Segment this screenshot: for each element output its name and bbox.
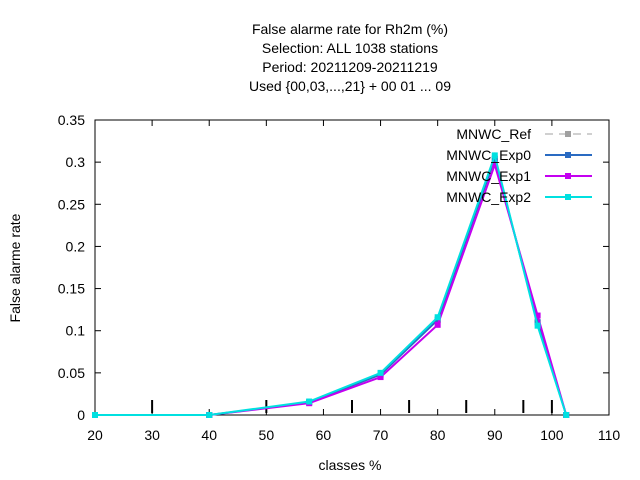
title-line: Used {00,03,...,21} + 00 01 ... 09 <box>249 78 451 94</box>
x-axis: 20 30 40 50 60 70 80 90 100 110 <box>87 120 620 443</box>
x-tick-label: 70 <box>373 427 389 443</box>
y-tick-label: 0.2 <box>66 238 86 254</box>
x-tick-label: 110 <box>598 427 621 443</box>
data-point <box>306 398 313 405</box>
data-point <box>377 369 384 376</box>
data-point <box>377 374 384 381</box>
class-markers <box>151 400 553 413</box>
y-tick-label: 0.35 <box>58 112 85 128</box>
legend-marker <box>565 173 571 179</box>
data-point <box>491 161 498 168</box>
y-tick-label: 0.25 <box>58 196 85 212</box>
y-axis: 0 0.05 0.1 0.15 0.2 0.25 0.3 0.35 <box>58 112 609 423</box>
y-tick-label: 0.1 <box>66 323 86 339</box>
x-tick-label: 90 <box>487 427 503 443</box>
y-axis-label: False alarme rate <box>7 213 23 322</box>
legend-label: MNWC_Exp2 <box>446 189 531 205</box>
data-point <box>563 412 570 418</box>
data-point <box>434 321 441 328</box>
legend-label: MNWC_Exp1 <box>446 168 531 184</box>
title-line: Period: 20211209-20211219 <box>262 59 438 75</box>
legend-marker <box>565 194 571 200</box>
legend-label: MNWC_Ref <box>456 126 531 142</box>
data-point <box>92 412 98 418</box>
x-tick-label: 40 <box>201 427 217 443</box>
y-tick-label: 0.15 <box>58 281 85 297</box>
chart-title: False alarme rate for Rh2m (%) Selection:… <box>249 21 451 94</box>
plot-frame <box>94 119 610 416</box>
x-tick-label: 60 <box>316 427 332 443</box>
series-line <box>95 151 568 416</box>
legend-marker <box>565 131 571 137</box>
x-tick-label: 80 <box>430 427 446 443</box>
legend-label: MNWC_Exp0 <box>446 147 531 163</box>
data-point <box>534 312 541 319</box>
x-tick-label: 20 <box>87 427 103 443</box>
series-lines <box>92 151 570 418</box>
data-point <box>491 152 498 159</box>
data-point <box>206 412 213 418</box>
x-axis-label: classes % <box>318 457 381 473</box>
legend-marker <box>565 152 571 158</box>
x-tick-label: 100 <box>540 427 564 443</box>
data-point <box>434 314 441 321</box>
title-line: False alarme rate for Rh2m (%) <box>252 21 448 37</box>
title-line: Selection: ALL 1038 stations <box>262 40 438 56</box>
x-tick-label: 30 <box>144 427 160 443</box>
y-tick-label: 0.05 <box>58 365 85 381</box>
y-tick-label: 0.3 <box>66 154 86 170</box>
x-tick-label: 50 <box>259 427 275 443</box>
data-point <box>534 322 541 329</box>
y-tick-label: 0 <box>77 407 85 423</box>
legend: MNWC_Ref MNWC_Exp0 MNWC_Exp1 MNWC_Exp2 <box>446 126 592 205</box>
